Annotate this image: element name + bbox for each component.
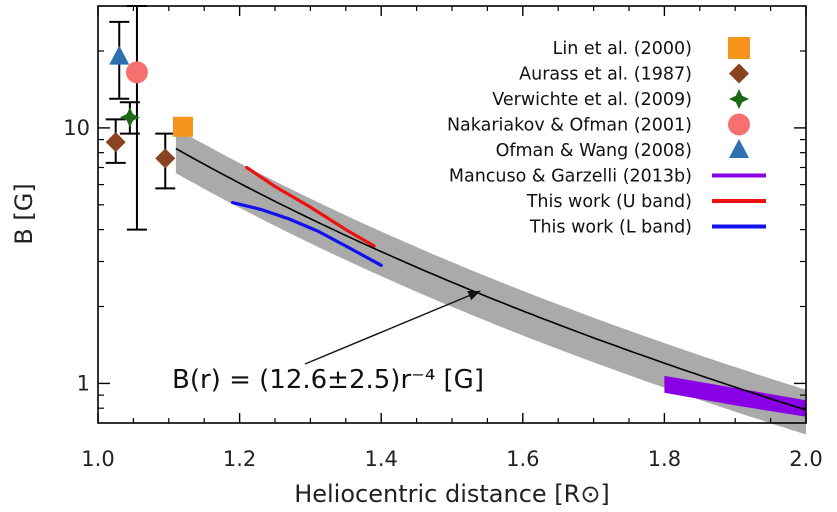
x-tick-label: 1.2 [223,447,256,471]
data-point-circle-4 [125,61,148,84]
series-group [230,165,806,417]
fit-equation-label: B(r) = (12.6±2.5)r⁻⁴ [G] [172,365,484,395]
data-points-group [105,45,193,169]
legend-label: This work (U band) [526,192,692,212]
x-axis-title: Heliocentric distance [R⊙] [294,480,610,508]
data-point-star-3 [119,107,140,128]
fit-curve-line [175,147,807,411]
x-tick-label: 1.0 [81,447,114,471]
legend-label: Lin et al. (2000) [553,39,692,59]
data-point-triangle-5 [109,45,130,65]
series-line-u-band [245,165,376,248]
data-point-square-0 [172,116,193,137]
fit-annotation-group: B(r) = (12.6±2.5)r⁻⁴ [G] [172,290,484,395]
legend-marker-star [729,89,749,109]
legend-marker-diamond [729,63,749,84]
legend-label: Mancuso & Garzelli (2013b) [449,167,692,187]
legend-label: This work (L band) [529,218,692,238]
legend-label: Ofman & Wang (2008) [496,141,692,161]
x-tick-label: 2.0 [789,447,822,471]
data-point-diamond-1 [105,132,126,153]
fit-curve-group [175,147,807,411]
x-tick-label: 1.8 [648,447,681,471]
legend: Lin et al. (2000) Aurass et al. (1987) Ver… [447,37,766,238]
legend-marker-triangle [729,139,749,158]
axis-ticks-group: 1.0 1.2 1.4 1.6 1.8 2.0 1 10 [63,6,823,471]
fit-arrow-head [467,290,481,301]
series-line-l-band [230,201,383,267]
y-tick-label: 10 [63,116,90,140]
y-tick-label: 1 [77,371,90,395]
y-axis-title: B [G] [10,183,38,244]
legend-label: Verwichte et al. (2009) [492,90,692,110]
fit-arrow-line [304,290,481,365]
legend-marker-square [728,37,750,59]
legend-label: Nakariakov & Ofman (2001) [447,116,692,136]
x-tick-label: 1.4 [364,447,397,471]
x-tick-label: 1.6 [506,447,539,471]
series-band-mancuso-garzelli [664,375,806,417]
data-point-diamond-2 [155,148,176,169]
legend-label: Aurass et al. (1987) [519,65,692,85]
legend-marker-circle [728,113,750,136]
